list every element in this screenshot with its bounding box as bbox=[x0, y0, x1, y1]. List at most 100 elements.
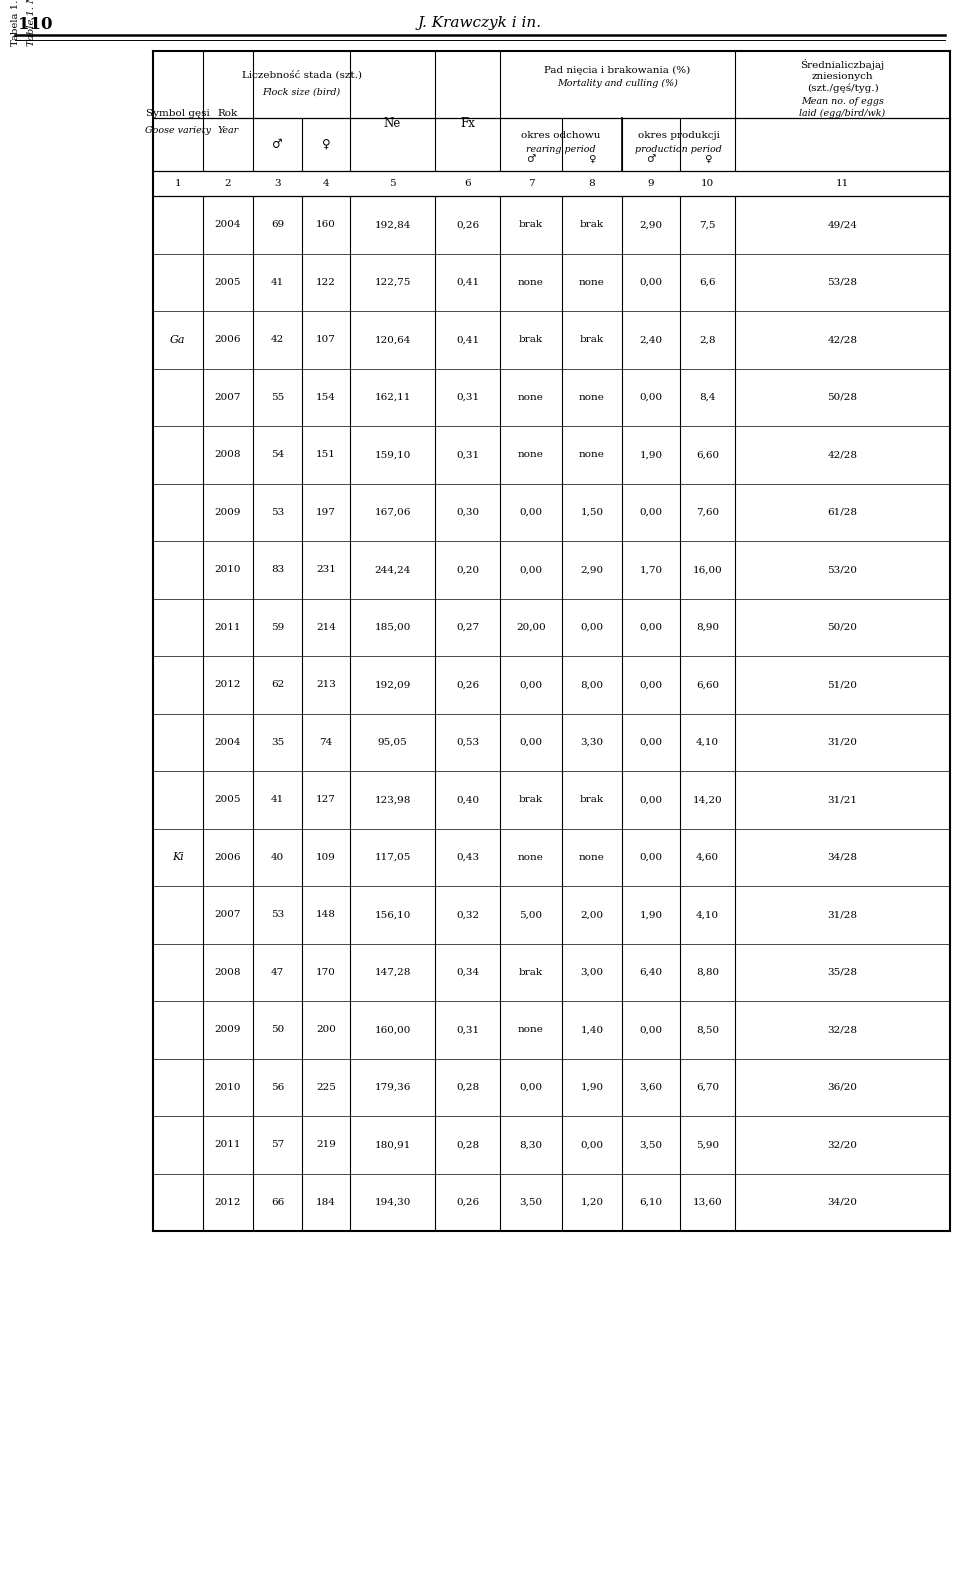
Text: 3: 3 bbox=[275, 179, 281, 189]
Text: 110: 110 bbox=[18, 16, 53, 33]
Text: Średnialiczbajaj: Średnialiczbajaj bbox=[801, 59, 884, 70]
Text: 8,4: 8,4 bbox=[699, 393, 716, 401]
Text: 8: 8 bbox=[588, 179, 595, 189]
Text: 0,00: 0,00 bbox=[639, 737, 662, 747]
Text: 2012: 2012 bbox=[215, 1197, 241, 1207]
Text: 0,40: 0,40 bbox=[456, 795, 479, 804]
Text: 4,10: 4,10 bbox=[696, 910, 719, 920]
Text: 3,60: 3,60 bbox=[639, 1083, 662, 1091]
Text: production period: production period bbox=[636, 144, 722, 154]
Text: 0,00: 0,00 bbox=[519, 1083, 542, 1091]
Text: 192,09: 192,09 bbox=[374, 680, 411, 690]
Text: 20,00: 20,00 bbox=[516, 623, 546, 631]
Text: Tabela 1. Liczebność, efektywna wielkość populacji (Nₑ), współczynnika inbredu (: Tabela 1. Liczebność, efektywna wielkość… bbox=[10, 0, 20, 46]
Text: 6,40: 6,40 bbox=[639, 967, 662, 977]
Text: 162,11: 162,11 bbox=[374, 393, 411, 401]
Text: okres odchowu: okres odchowu bbox=[521, 132, 601, 140]
Text: 0,43: 0,43 bbox=[456, 853, 479, 861]
Text: 54: 54 bbox=[271, 450, 284, 460]
Text: 107: 107 bbox=[316, 335, 336, 344]
Text: 0,28: 0,28 bbox=[456, 1140, 479, 1150]
Text: 2,00: 2,00 bbox=[581, 910, 604, 920]
Text: 0,28: 0,28 bbox=[456, 1083, 479, 1091]
Text: 0,31: 0,31 bbox=[456, 450, 479, 460]
Text: 154: 154 bbox=[316, 393, 336, 401]
Text: Ki: Ki bbox=[172, 852, 184, 863]
Text: 0,00: 0,00 bbox=[519, 508, 542, 517]
Text: 50/28: 50/28 bbox=[828, 393, 857, 401]
Text: 192,84: 192,84 bbox=[374, 220, 411, 230]
Text: 8,00: 8,00 bbox=[581, 680, 604, 690]
Text: 0,00: 0,00 bbox=[639, 508, 662, 517]
Text: 2011: 2011 bbox=[215, 1140, 241, 1150]
Text: 32/28: 32/28 bbox=[828, 1025, 857, 1034]
Text: none: none bbox=[579, 393, 605, 401]
Text: 2009: 2009 bbox=[215, 1025, 241, 1034]
Text: 179,36: 179,36 bbox=[374, 1083, 411, 1091]
Text: 31/28: 31/28 bbox=[828, 910, 857, 920]
Text: none: none bbox=[518, 450, 544, 460]
Text: 41: 41 bbox=[271, 795, 284, 804]
Text: ♂: ♂ bbox=[526, 155, 536, 163]
Text: 4,60: 4,60 bbox=[696, 853, 719, 861]
Text: 244,24: 244,24 bbox=[374, 565, 411, 574]
Text: 0,32: 0,32 bbox=[456, 910, 479, 920]
Text: 0,26: 0,26 bbox=[456, 680, 479, 690]
Text: okres produkcji: okres produkcji bbox=[637, 132, 719, 140]
Text: 50/20: 50/20 bbox=[828, 623, 857, 631]
Text: zniesionych: zniesionych bbox=[812, 71, 874, 81]
Text: 2,90: 2,90 bbox=[639, 220, 662, 230]
Text: 42/28: 42/28 bbox=[828, 450, 857, 460]
Text: 0,26: 0,26 bbox=[456, 1197, 479, 1207]
Text: 0,00: 0,00 bbox=[639, 795, 662, 804]
Text: 47: 47 bbox=[271, 967, 284, 977]
Text: 1: 1 bbox=[175, 179, 181, 189]
Text: none: none bbox=[518, 853, 544, 861]
Text: 13,60: 13,60 bbox=[692, 1197, 722, 1207]
Text: 53: 53 bbox=[271, 508, 284, 517]
Text: brak: brak bbox=[580, 335, 604, 344]
Text: 1,40: 1,40 bbox=[581, 1025, 604, 1034]
Text: 0,20: 0,20 bbox=[456, 565, 479, 574]
Text: 6,10: 6,10 bbox=[639, 1197, 662, 1207]
Text: 2: 2 bbox=[225, 179, 231, 189]
Text: 1,90: 1,90 bbox=[581, 1083, 604, 1091]
Text: 8,50: 8,50 bbox=[696, 1025, 719, 1034]
Text: 41: 41 bbox=[271, 278, 284, 287]
Text: 83: 83 bbox=[271, 565, 284, 574]
Text: 2010: 2010 bbox=[215, 565, 241, 574]
Text: 0,41: 0,41 bbox=[456, 335, 479, 344]
Text: none: none bbox=[579, 278, 605, 287]
Text: 185,00: 185,00 bbox=[374, 623, 411, 631]
Text: 197: 197 bbox=[316, 508, 336, 517]
Text: 2007: 2007 bbox=[215, 393, 241, 401]
Text: brak: brak bbox=[519, 220, 543, 230]
Text: 8,90: 8,90 bbox=[696, 623, 719, 631]
Text: 10: 10 bbox=[701, 179, 714, 189]
Text: none: none bbox=[518, 393, 544, 401]
Text: 14,20: 14,20 bbox=[692, 795, 722, 804]
Text: Flock size (bird): Flock size (bird) bbox=[262, 87, 341, 97]
Text: brak: brak bbox=[519, 795, 543, 804]
Text: 120,64: 120,64 bbox=[374, 335, 411, 344]
Text: brak: brak bbox=[580, 795, 604, 804]
Text: 109: 109 bbox=[316, 853, 336, 861]
Text: 49/24: 49/24 bbox=[828, 220, 857, 230]
Text: 32/20: 32/20 bbox=[828, 1140, 857, 1150]
Text: 34/20: 34/20 bbox=[828, 1197, 857, 1207]
Text: 2008: 2008 bbox=[215, 967, 241, 977]
Text: 61/28: 61/28 bbox=[828, 508, 857, 517]
Text: 0,00: 0,00 bbox=[519, 565, 542, 574]
Text: 214: 214 bbox=[316, 623, 336, 631]
Text: 200: 200 bbox=[316, 1025, 336, 1034]
Text: 0,41: 0,41 bbox=[456, 278, 479, 287]
Text: 5,00: 5,00 bbox=[519, 910, 542, 920]
Text: brak: brak bbox=[519, 335, 543, 344]
Text: 53: 53 bbox=[271, 910, 284, 920]
Text: 7,5: 7,5 bbox=[699, 220, 716, 230]
Text: 213: 213 bbox=[316, 680, 336, 690]
Text: 11: 11 bbox=[836, 179, 850, 189]
Text: 59: 59 bbox=[271, 623, 284, 631]
Text: Liczebność stada (szt.): Liczebność stada (szt.) bbox=[242, 70, 362, 79]
Text: none: none bbox=[518, 278, 544, 287]
